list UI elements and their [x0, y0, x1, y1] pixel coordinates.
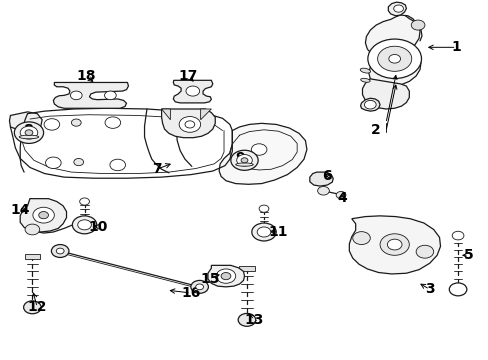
- Circle shape: [25, 130, 33, 135]
- Circle shape: [451, 231, 463, 240]
- Text: 10: 10: [88, 220, 108, 234]
- Circle shape: [33, 207, 54, 223]
- Polygon shape: [362, 79, 408, 109]
- Circle shape: [379, 234, 408, 255]
- Circle shape: [56, 248, 64, 254]
- Circle shape: [25, 224, 40, 235]
- Circle shape: [236, 154, 252, 166]
- Circle shape: [367, 39, 421, 78]
- Circle shape: [238, 314, 255, 326]
- Circle shape: [190, 280, 208, 293]
- Circle shape: [251, 223, 276, 241]
- Circle shape: [14, 122, 43, 143]
- Polygon shape: [173, 80, 212, 103]
- Circle shape: [335, 192, 345, 199]
- Polygon shape: [387, 2, 406, 16]
- Circle shape: [185, 86, 199, 96]
- Text: 7: 7: [152, 162, 161, 176]
- Circle shape: [257, 227, 270, 237]
- Circle shape: [45, 157, 61, 168]
- Ellipse shape: [235, 163, 253, 166]
- Circle shape: [72, 216, 97, 234]
- Polygon shape: [53, 82, 128, 108]
- Circle shape: [78, 220, 91, 230]
- Circle shape: [317, 186, 329, 195]
- Polygon shape: [161, 109, 170, 120]
- Polygon shape: [9, 112, 42, 131]
- Circle shape: [39, 212, 48, 219]
- Circle shape: [23, 301, 41, 314]
- Circle shape: [20, 126, 38, 139]
- Circle shape: [70, 91, 82, 100]
- Circle shape: [386, 239, 401, 250]
- Polygon shape: [161, 109, 215, 138]
- Text: 11: 11: [268, 225, 288, 239]
- Polygon shape: [219, 123, 306, 184]
- Circle shape: [448, 283, 466, 296]
- Circle shape: [195, 284, 203, 290]
- Ellipse shape: [360, 68, 370, 73]
- Polygon shape: [207, 265, 244, 287]
- Circle shape: [221, 273, 230, 280]
- Polygon shape: [348, 216, 440, 274]
- Circle shape: [241, 158, 247, 163]
- Text: 13: 13: [244, 313, 264, 327]
- Circle shape: [179, 117, 200, 132]
- Text: 2: 2: [370, 123, 380, 137]
- Circle shape: [44, 119, 60, 130]
- Polygon shape: [24, 253, 40, 259]
- Polygon shape: [309, 172, 332, 186]
- Ellipse shape: [360, 78, 369, 82]
- Text: 17: 17: [179, 69, 198, 83]
- Circle shape: [393, 5, 403, 12]
- Text: 18: 18: [76, 69, 96, 83]
- Text: 9: 9: [234, 152, 244, 166]
- Circle shape: [377, 46, 411, 71]
- Text: 3: 3: [424, 282, 434, 296]
- Circle shape: [51, 244, 69, 257]
- Circle shape: [74, 158, 83, 166]
- Circle shape: [105, 117, 121, 129]
- Ellipse shape: [19, 135, 39, 139]
- Circle shape: [185, 121, 201, 133]
- Text: 6: 6: [322, 170, 331, 183]
- Circle shape: [110, 159, 125, 171]
- Text: 4: 4: [336, 191, 346, 205]
- Text: 14: 14: [10, 203, 30, 217]
- Text: 15: 15: [200, 271, 220, 285]
- Circle shape: [352, 231, 369, 244]
- Circle shape: [184, 121, 194, 128]
- Circle shape: [410, 20, 424, 30]
- Polygon shape: [360, 98, 379, 111]
- Circle shape: [415, 245, 433, 258]
- Text: 1: 1: [451, 40, 461, 54]
- Text: 12: 12: [27, 300, 47, 314]
- Circle shape: [259, 205, 268, 212]
- Polygon shape: [239, 266, 254, 271]
- Circle shape: [364, 100, 375, 109]
- Text: 8: 8: [22, 123, 32, 137]
- Circle shape: [388, 54, 400, 63]
- Text: 5: 5: [463, 248, 473, 262]
- Polygon shape: [365, 15, 420, 87]
- Circle shape: [80, 198, 89, 205]
- Circle shape: [71, 119, 81, 126]
- Text: 16: 16: [181, 286, 200, 300]
- Polygon shape: [200, 109, 211, 120]
- Circle shape: [104, 91, 116, 100]
- Polygon shape: [20, 199, 66, 232]
- Circle shape: [216, 269, 235, 283]
- Circle shape: [230, 150, 258, 170]
- Circle shape: [251, 144, 266, 155]
